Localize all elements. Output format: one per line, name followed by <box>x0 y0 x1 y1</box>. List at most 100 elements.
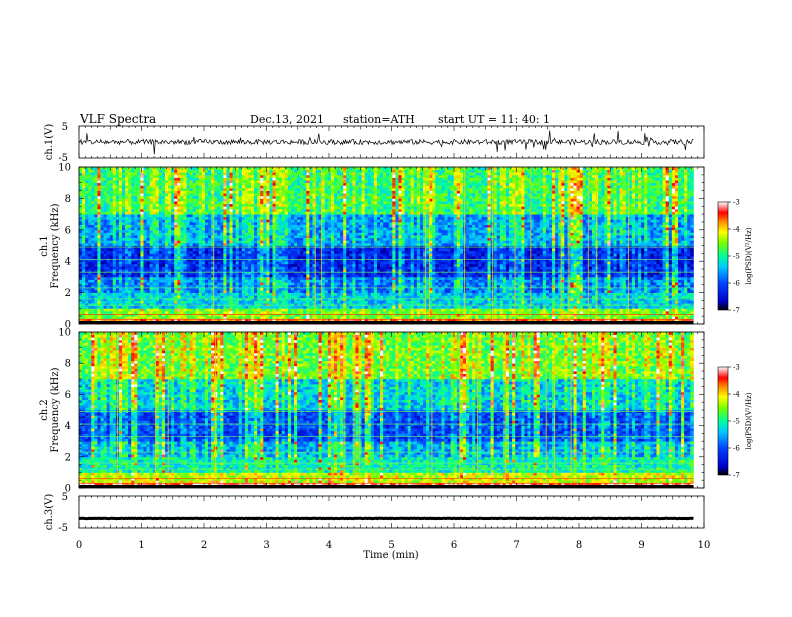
spectrogram-cell <box>183 204 186 207</box>
spectrogram-cell <box>88 214 91 217</box>
spectrogram-cell <box>306 306 309 309</box>
spectrogram-cell <box>116 185 119 188</box>
spectrogram-cell <box>220 217 223 220</box>
spectrogram-cell <box>242 295 245 298</box>
spectrogram-cell <box>263 285 266 288</box>
spectrogram-cell <box>309 240 312 243</box>
spectrogram-cell <box>140 217 143 220</box>
spectrogram-cell <box>260 298 263 301</box>
spectrogram-cell <box>239 298 242 301</box>
spectrogram-cell <box>85 298 88 301</box>
spectrogram-cell <box>187 219 190 222</box>
spectrogram-cell <box>156 201 159 204</box>
spectrogram-cell <box>156 256 159 259</box>
spectrogram-cell <box>208 248 211 251</box>
spectrogram-cell <box>97 198 100 201</box>
spectrogram-cell <box>236 172 239 175</box>
spectrogram-cell <box>97 306 100 309</box>
spectrogram-cell <box>144 196 147 199</box>
spectrogram-cell <box>116 230 119 233</box>
spectrogram-cell <box>254 277 257 280</box>
spectrogram-cell <box>245 261 248 264</box>
spectrogram-cell <box>248 172 251 175</box>
spectrogram-cell <box>137 253 140 256</box>
spectrogram-cell <box>168 191 171 194</box>
spectrogram-cell <box>168 225 171 228</box>
spectrogram-cell <box>137 204 140 207</box>
spectrogram-cell <box>183 214 186 217</box>
spectrogram-cell <box>226 316 229 319</box>
spectrogram-cell <box>226 261 229 264</box>
spectrogram-cell <box>214 185 217 188</box>
spectrogram-cell <box>104 274 107 277</box>
spectrogram-cell <box>202 306 205 309</box>
spectrogram-cell <box>288 266 291 269</box>
spectrogram-cell <box>257 285 260 288</box>
spectrogram-cell <box>254 170 257 173</box>
spectrogram-cell <box>165 280 168 283</box>
spectrogram-cell <box>159 175 162 178</box>
spectrogram-cell <box>309 311 312 314</box>
spectrogram-cell <box>285 308 288 311</box>
spectrogram-cell <box>187 290 190 293</box>
spectrogram-cell <box>236 266 239 269</box>
spectrogram-cell <box>180 277 183 280</box>
spectrogram-cell <box>171 240 174 243</box>
spectrogram-cell <box>79 206 82 209</box>
spectrogram-cell <box>285 253 288 256</box>
spectrogram-cell <box>205 300 208 303</box>
spectrogram-cell <box>226 185 229 188</box>
spectrogram-cell <box>119 306 122 309</box>
spectrogram-cell <box>251 217 254 220</box>
spectrogram-cell <box>266 311 269 314</box>
spectrogram-cell <box>190 198 193 201</box>
spectrogram-cell <box>279 235 282 238</box>
spectrogram-cell <box>217 293 220 296</box>
spectrogram-cell <box>183 290 186 293</box>
spectrogram-cell <box>137 261 140 264</box>
spectrogram-cell <box>165 251 168 254</box>
spectrogram-cell <box>322 306 325 309</box>
spectrogram-cell <box>119 230 122 233</box>
spectrogram-cell <box>183 227 186 230</box>
spectrogram-cell <box>269 306 272 309</box>
spectrogram-cell <box>273 303 276 306</box>
spectrogram-cell <box>285 175 288 178</box>
spectrogram-cell <box>156 303 159 306</box>
spectrogram-cell <box>134 240 137 243</box>
spectrogram-cell <box>171 230 174 233</box>
spectrogram-cell <box>187 269 190 272</box>
spectrogram-cell <box>131 232 134 235</box>
spectrogram-cell <box>110 293 113 296</box>
spectrogram-cell <box>306 235 309 238</box>
spectrogram-cell <box>193 290 196 293</box>
spectrogram-cell <box>140 188 143 191</box>
spectrogram-cell <box>165 209 168 212</box>
spectrogram-cell <box>199 266 202 269</box>
spectrogram-cell <box>85 274 88 277</box>
spectrogram-cell <box>150 248 153 251</box>
spectrogram-cell <box>288 219 291 222</box>
spectrogram-cell <box>279 185 282 188</box>
spectrogram-cell <box>309 274 312 277</box>
spectrogram-cell <box>233 175 236 178</box>
spectrogram-cell <box>242 225 245 228</box>
spectrogram-cell <box>217 217 220 220</box>
spectrogram-cell <box>79 293 82 296</box>
spectrogram-cell <box>165 295 168 298</box>
spectrogram-cell <box>94 248 97 251</box>
spectrogram-cell <box>285 300 288 303</box>
spectrogram-cell <box>101 293 104 296</box>
spectrogram-cell <box>202 175 205 178</box>
spectrogram-cell <box>107 274 110 277</box>
spectrogram-cell <box>171 235 174 238</box>
spectrogram-cell <box>248 185 251 188</box>
spectrogram-cell <box>282 172 285 175</box>
spectrogram-cell <box>254 300 257 303</box>
spectrogram-cell <box>183 261 186 264</box>
spectrogram-cell <box>242 240 245 243</box>
spectrogram-cell <box>162 230 165 233</box>
spectrogram-cell <box>230 167 233 170</box>
spectrogram-cell <box>147 306 150 309</box>
spectrogram-cell <box>104 222 107 225</box>
